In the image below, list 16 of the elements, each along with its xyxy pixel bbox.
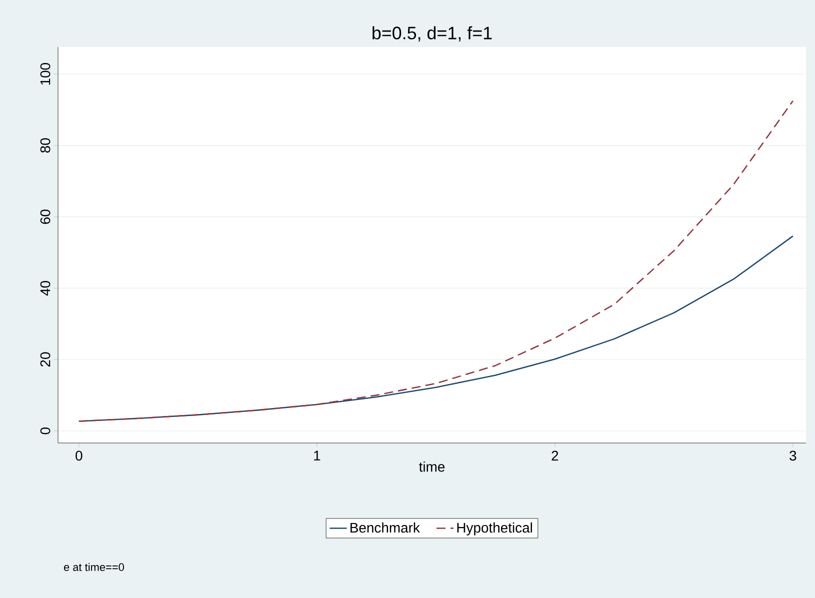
y-tick-label: 80: [40, 138, 50, 153]
x-tick-label: 1: [314, 450, 320, 460]
chart-title: b=0.5, d=1, f=1: [372, 26, 492, 42]
x-tick-label: 3: [790, 450, 796, 461]
line-series: [78, 100, 794, 422]
x-axis-title: time: [419, 462, 445, 472]
x-tick-label: 0: [76, 450, 82, 461]
y-tick-label: 0: [40, 428, 50, 434]
legend-label: Benchmark: [350, 522, 420, 533]
y-tick-label: 100: [40, 63, 50, 85]
y-tick-label: 20: [40, 352, 50, 367]
x-tick-label: 2: [552, 450, 558, 461]
legend-label: Hypothetical: [457, 522, 532, 536]
text: e at time==0: [64, 562, 124, 572]
y-tick-label: 60: [40, 210, 50, 224]
y-tick-label: 40: [40, 280, 50, 296]
